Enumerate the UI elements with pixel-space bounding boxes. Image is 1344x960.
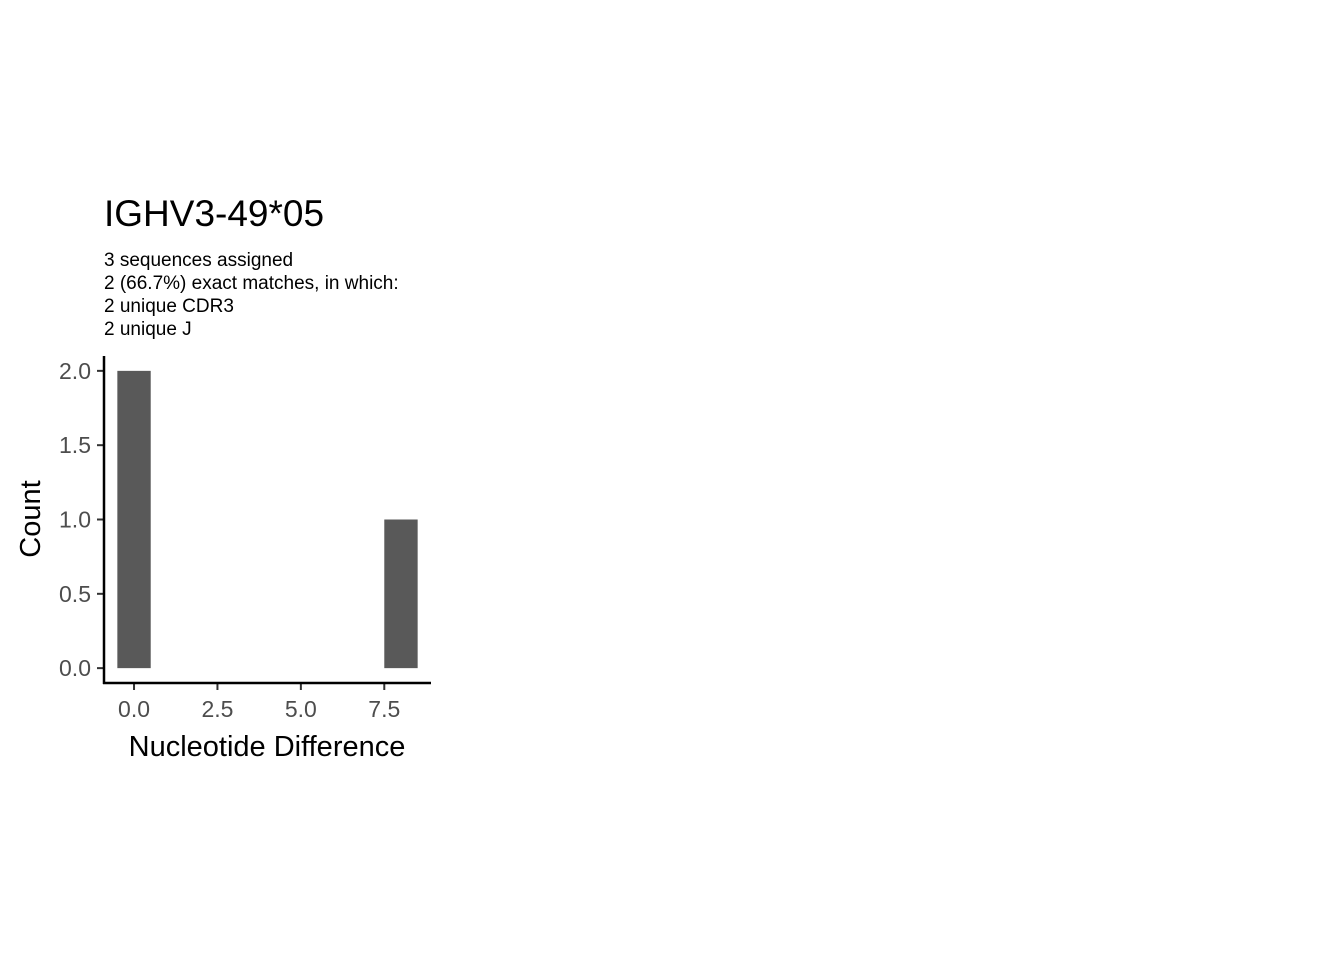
bar-1 (384, 519, 418, 669)
bar-0 (117, 370, 151, 669)
subtitle-line-3: 2 unique CDR3 (104, 296, 234, 317)
y-axis-ticks: 0.0 0.5 1.0 1.5 2.0 (59, 358, 104, 681)
chart-subtitle: 3 sequences assigned 2 (66.7%) exact mat… (104, 250, 399, 340)
x-axis-title: Nucleotide Difference (129, 731, 406, 763)
y-tick-label-3: 1.5 (59, 432, 91, 458)
y-tick-label-1: 0.5 (59, 581, 91, 607)
y-tick-label-2: 1.0 (59, 507, 91, 533)
subtitle-line-2: 2 (66.7%) exact matches, in which: (104, 273, 399, 294)
x-tick-label-2: 5.0 (285, 696, 317, 722)
bars-layer (117, 370, 418, 669)
y-tick-label-4: 2.0 (59, 358, 91, 384)
x-tick-label-1: 2.5 (201, 696, 233, 722)
y-axis-title: Count (15, 480, 47, 557)
chart-title: IGHV3-49*05 (104, 193, 324, 234)
y-tick-label-0: 0.0 (59, 655, 91, 681)
x-axis-ticks: 0.0 2.5 5.0 7.5 (118, 683, 400, 722)
subtitle-line-1: 3 sequences assigned (104, 250, 293, 271)
subtitle-line-4: 2 unique J (104, 319, 192, 340)
x-tick-label-3: 7.5 (368, 696, 400, 722)
x-tick-label-0: 0.0 (118, 696, 150, 722)
